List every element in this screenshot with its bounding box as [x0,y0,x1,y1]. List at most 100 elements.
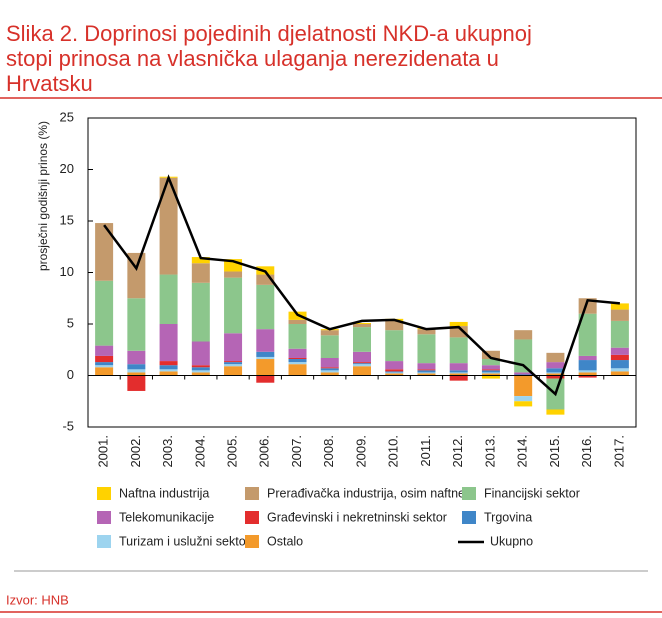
bar-segment [95,280,114,346]
x-tick-label: 2004. [192,435,207,468]
bar-segment [95,355,114,363]
x-tick-label: 2013. [482,435,497,468]
bar-segment [191,365,210,368]
bar-segment [417,370,436,373]
bar-segment [353,327,371,352]
bar-segment [417,363,436,370]
total-line [103,174,621,397]
bar-segment [127,372,146,376]
bar-segment [224,366,243,376]
bar-segment [610,303,629,310]
chart-title: stopi prinosa na vlasnička ulaganja nere… [6,46,499,71]
bar-segment [353,366,371,376]
bar-segment [481,373,500,376]
bar-segment [546,375,565,379]
bar-segment [449,363,468,371]
legend-label: Turizam i uslužni sektor [119,534,250,548]
legend-label: Naftna industrija [119,486,209,500]
bar-segment [320,370,339,373]
x-tick-label: 2010. [386,435,401,468]
y-tick-label: 0 [67,367,74,382]
bar-segment [191,341,210,366]
y-tick-label: 20 [60,161,74,176]
bar-segment [224,362,243,365]
bar-segment [449,372,468,374]
bar-segment [288,364,307,376]
y-tick-label: 10 [60,264,74,279]
bar-segment [449,373,468,376]
bar-segment [95,345,114,356]
bar-segment [610,354,629,361]
y-tick-label: 15 [60,212,74,227]
bar-segment [385,361,404,370]
bar-segment [514,339,533,373]
bar-segment [514,372,533,375]
bar-segment [191,282,210,342]
bar-segment [353,362,371,364]
bar-segment [288,324,307,349]
bar-segment [159,177,178,275]
bar-segment [191,370,210,373]
bar-segment [514,375,533,397]
bar-segment [127,375,146,391]
bar-segment [256,356,275,360]
x-tick-label: 2006. [257,435,272,468]
chart-title: Hrvatsku [6,71,93,96]
bar-segment [578,375,597,378]
bar-segment [288,362,307,365]
bar-segment [578,370,597,373]
bar-segment [385,371,404,373]
bar-segment [578,355,597,361]
bar-segment [95,365,114,368]
bar-segment [385,372,404,374]
legend-swatch [97,487,111,500]
bar-segment [449,337,468,364]
bar-segment [224,364,243,367]
bar-segment [610,368,629,372]
bar-segment [481,365,500,370]
bar-segment [481,370,500,373]
bar-segment [320,368,339,371]
x-tick-label: 2014. [515,435,530,468]
bar-segment [191,372,210,376]
bar-segment [288,348,307,358]
bar-segment [288,357,307,360]
bar-segment [127,350,146,365]
bar-segment [546,352,565,363]
bar-segment [417,329,436,335]
bar-segment [449,321,468,327]
bar-segment [320,367,339,369]
bar-segment [546,362,565,369]
bar-segment [481,350,500,360]
bar-segment [256,329,275,352]
legend-swatch [462,487,476,500]
x-tick-label: 2002. [128,435,143,468]
bar-segment [95,223,114,281]
bar-segment [417,372,436,374]
bar-segment [224,333,243,362]
bar-segment [288,319,307,324]
bar-segment [481,369,500,371]
bar-segment [320,372,339,376]
bar-segment [127,298,146,351]
bar-segment [514,374,533,376]
bar-segment [159,324,178,362]
bar-segment [224,361,243,363]
bar-segment [449,370,468,373]
bar-segment [353,364,371,367]
bar-segment [546,372,565,374]
y-axis-label: prosječni godišnji prinos (%) [36,121,50,271]
bar-segment [191,257,210,264]
x-tick-label: 2016. [579,435,594,468]
bar-segment [159,365,178,370]
bar-segment [191,263,210,283]
legend-swatch [245,511,259,524]
x-tick-label: 2003. [160,435,175,468]
legend-label: Financijski sektor [484,486,580,500]
bar-segment [610,347,629,355]
bar-segment [610,320,629,348]
x-tick-label: 2005. [224,435,239,468]
x-tick-label: 2015. [547,435,562,468]
source: Izvor: HNB [6,592,69,607]
